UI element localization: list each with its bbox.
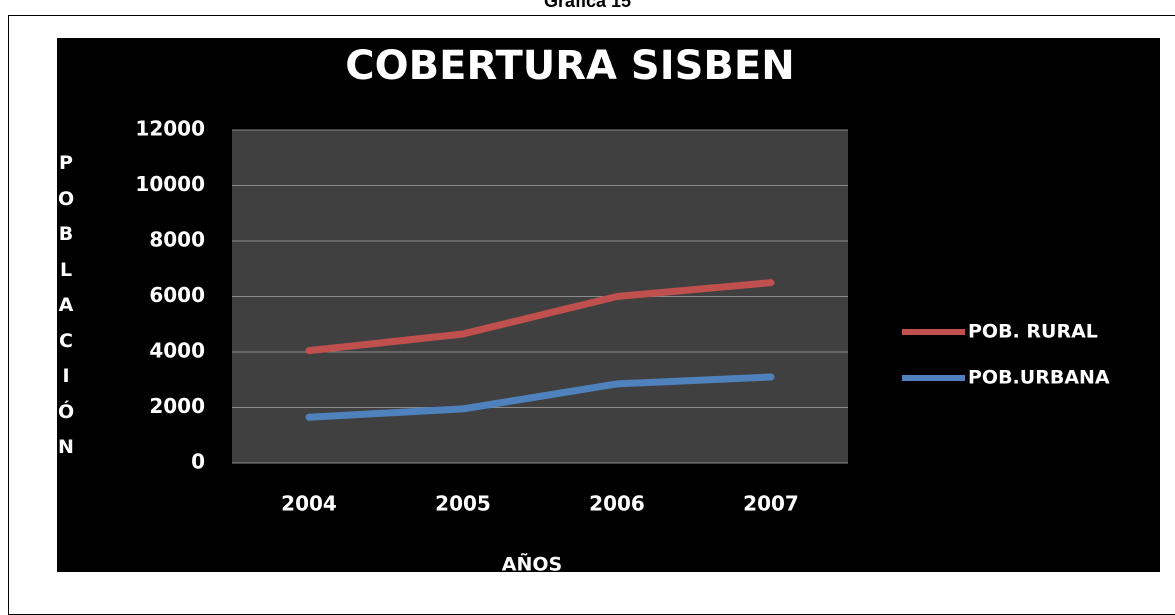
y-tick-label: 10000 bbox=[135, 172, 205, 196]
x-tick-label: 2005 bbox=[435, 492, 491, 516]
y-tick-label: 8000 bbox=[149, 228, 205, 252]
x-axis-label: AÑOS bbox=[502, 552, 562, 576]
y-tick-label: 2000 bbox=[149, 394, 205, 418]
x-tick-label: 2004 bbox=[281, 492, 337, 516]
x-tick-label: 2007 bbox=[743, 492, 799, 516]
legend-label: POB.URBANA bbox=[968, 367, 1110, 389]
caption: Gráfica 15 bbox=[543, 0, 632, 11]
y-axis-label: POBLACIÓN bbox=[58, 152, 75, 458]
y-tick-label: 12000 bbox=[135, 117, 205, 141]
line-series bbox=[305, 279, 775, 355]
y-tick-label: 6000 bbox=[149, 283, 205, 307]
y-tick-label: 4000 bbox=[149, 339, 205, 363]
x-tick-label: 2006 bbox=[589, 492, 645, 516]
y-tick-label: 0 bbox=[191, 450, 205, 474]
chart-title: COBERTURA SISBEN bbox=[345, 43, 794, 89]
line-series bbox=[305, 373, 775, 421]
legend-label: POB. RURAL bbox=[968, 321, 1098, 343]
